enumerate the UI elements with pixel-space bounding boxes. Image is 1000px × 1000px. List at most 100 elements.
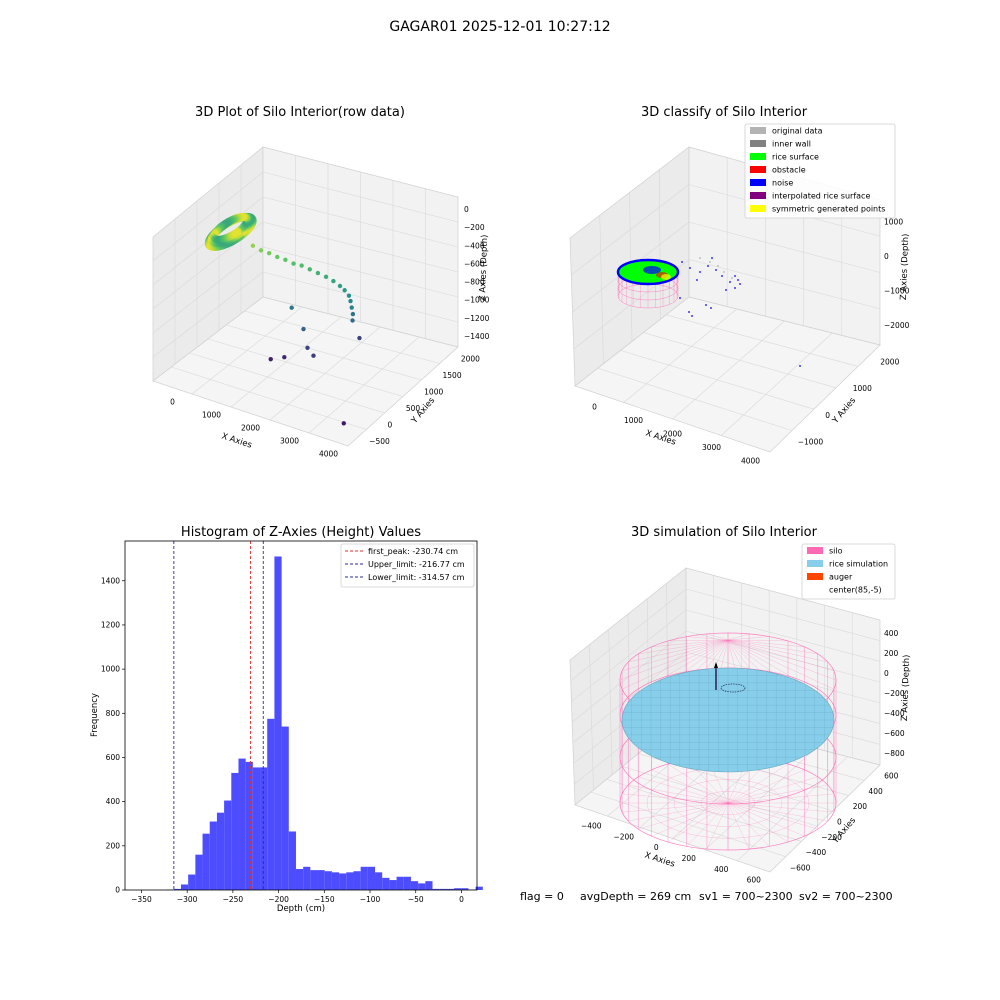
raw-data-point	[341, 421, 346, 426]
classify-noise-points	[679, 257, 801, 367]
classify-obstacle-cluster	[643, 266, 661, 274]
classify-x-tick-label: 4000	[741, 456, 760, 465]
classify-y-axis-label: Y Axies	[830, 395, 858, 426]
histogram-bar	[173, 888, 181, 890]
simulation-plot-title: 3D simulation of Silo Interior	[631, 525, 818, 540]
histogram-bar	[454, 888, 462, 890]
simulation-legend: silo rice simulation auger center(85,-5)	[801, 543, 896, 600]
simulation-z-tick-label: 200	[884, 649, 899, 658]
raw-z-tick-label: −1400	[464, 332, 490, 341]
classify-symmetric-patch	[661, 274, 671, 280]
simulation-legend-swatch	[807, 560, 823, 567]
histogram-plot: Histogram of Z-Axies (Height) Values −35…	[90, 525, 483, 914]
classify-legend: original data inner wall rice surface obsta…	[744, 123, 896, 219]
status-flag: flag = 0	[520, 890, 564, 903]
classify-noise-point	[799, 365, 801, 367]
classify-rice-surface	[616, 258, 680, 286]
classify-y-tick-label: −1000	[798, 438, 824, 447]
status-sv1: sv1 = 700~2300	[699, 890, 793, 903]
simulation-legend-swatch	[807, 547, 823, 554]
figure-title: GAGAR01 2025-12-01 10:27:12	[389, 19, 610, 35]
simulation-y-tick-label: −400	[806, 848, 827, 857]
raw-y-tick-label: 0	[388, 420, 393, 429]
classify-legend-swatch	[750, 140, 766, 147]
histogram-bar	[245, 761, 253, 890]
classify-legend-swatch	[750, 166, 766, 173]
classify-x-tick-label: 0	[592, 403, 597, 412]
histogram-bar	[295, 869, 304, 890]
simulation-x-tick-label: −400	[581, 821, 602, 830]
raw-z-tick-label: 0	[464, 205, 469, 214]
histogram-bar	[317, 870, 325, 890]
classify-plot-title: 3D classify of Silo Interior	[641, 105, 808, 120]
histogram-x-tick-label: −150	[314, 895, 335, 904]
simulation-x-tick-label: 400	[714, 865, 729, 874]
classify-noise-point	[739, 283, 741, 285]
classify-legend-label: original data	[772, 127, 823, 136]
histogram-bar	[209, 821, 217, 890]
classify-z-axis-label: Z Axies (Depth)	[899, 233, 911, 300]
histogram-x-tick-label: −350	[131, 895, 152, 904]
classify-z-tick-label: −1000	[884, 286, 910, 295]
histogram-bar	[339, 873, 347, 890]
histogram-y-tick-label: 1400	[101, 576, 120, 585]
raw-data-point	[301, 326, 306, 332]
raw-data-point	[350, 311, 356, 317]
histogram-bar	[360, 866, 368, 890]
raw-data-point	[342, 288, 347, 293]
histogram-bar	[475, 886, 483, 890]
classify-noise-point	[696, 279, 698, 281]
classify-noise-point	[707, 265, 709, 267]
histogram-legend: first_peak: -230.74 cm Upper_limit: -216.…	[340, 543, 475, 588]
histogram-bar	[224, 800, 232, 890]
simulation-z-axis-label: Z Axies (Depth)	[900, 654, 912, 721]
simulation-legend-label: center(85,-5)	[829, 586, 882, 595]
histogram-bar	[389, 880, 397, 890]
histogram-bar	[375, 872, 383, 890]
classify-x-tick-label: 3000	[702, 443, 721, 452]
raw-y-tick-label: 2000	[461, 354, 480, 363]
histogram-bar	[353, 871, 361, 890]
raw-z-tick-label: −800	[464, 278, 485, 287]
histogram-x-axis-label: Depth (cm)	[277, 904, 325, 914]
histogram-legend-label: first_peak: -230.74 cm	[368, 547, 458, 556]
raw-x-tick-label: 0	[170, 398, 175, 407]
classify-legend-label: noise	[772, 179, 793, 188]
classify-noise-point	[729, 281, 731, 283]
simulation-z-tick-label: −800	[884, 749, 905, 758]
histogram-legend-label: Lower_limit: -314.57 cm	[368, 573, 465, 582]
raw-data-point	[289, 305, 294, 310]
classify-noise-point	[725, 289, 727, 291]
classify-legend-label: obstacle	[772, 166, 806, 175]
histogram-bar	[432, 888, 440, 890]
status-sv2: sv2 = 700~2300	[799, 890, 893, 903]
classify-noise-point	[737, 279, 739, 281]
raw-data-point	[282, 354, 287, 360]
classify-z-tick-label: −2000	[884, 321, 910, 330]
histogram-x-tick-label: −100	[360, 895, 381, 904]
raw-data-point	[299, 263, 304, 268]
simulation-legend-label: auger	[829, 573, 853, 582]
histogram-bar	[324, 871, 332, 890]
simulation-y-tick-label: −200	[821, 833, 842, 842]
histogram-y-tick-label: 800	[106, 709, 121, 718]
raw-y-tick-label: 1500	[443, 371, 462, 380]
histogram-bar	[188, 874, 196, 890]
classify-legend-label: rice surface	[772, 153, 819, 162]
classify-legend-label: inner wall	[772, 140, 811, 149]
classify-legend-swatch	[750, 179, 766, 186]
classify-legend-swatch	[750, 153, 766, 160]
raw-data-point	[307, 267, 312, 272]
histogram-y-tick-label: 1200	[101, 620, 120, 629]
classify-original-point	[717, 265, 719, 267]
classify-legend-swatch	[750, 205, 766, 212]
classify-noise-point	[711, 257, 713, 259]
classify-noise-point	[734, 287, 736, 289]
classify-legend-label: interpolated rice surface	[772, 192, 870, 201]
raw-z-axis-label: Z Axies (Depth)	[478, 234, 490, 301]
classify-noise-point	[699, 271, 701, 273]
classify-noise-point	[710, 307, 712, 309]
simulation-auger	[714, 662, 746, 693]
raw-y-tick-label: 1000	[424, 387, 443, 396]
histogram-title: Histogram of Z-Axies (Height) Values	[181, 525, 421, 540]
